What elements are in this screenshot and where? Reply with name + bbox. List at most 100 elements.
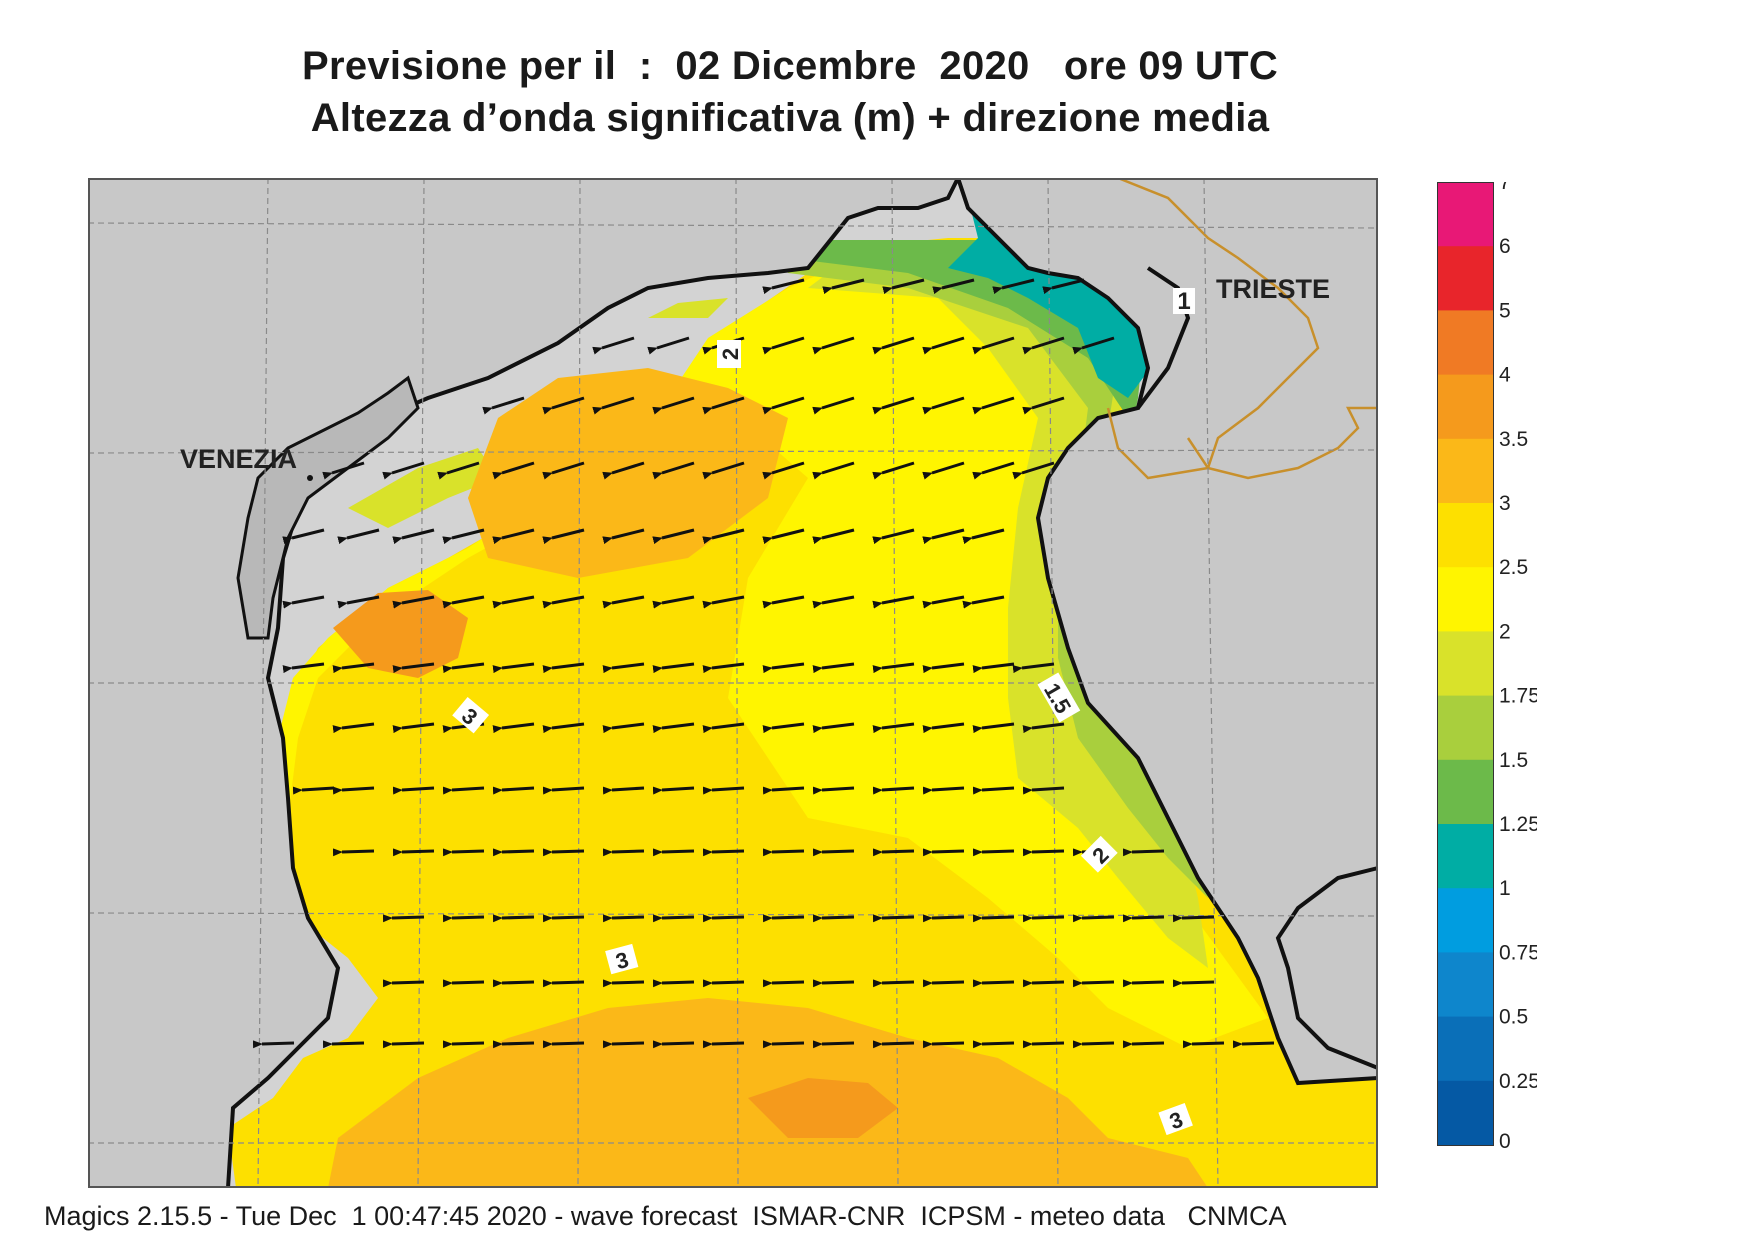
- direction-arrow: [992, 278, 1035, 295]
- contour-label-2-east: 2: [1080, 835, 1118, 873]
- direction-arrow: [602, 528, 645, 545]
- band-3.5-4-south: [748, 1078, 898, 1138]
- colorbar-swatch: [1437, 952, 1493, 1018]
- direction-arrow: [652, 979, 695, 988]
- direction-arrow: [602, 848, 645, 857]
- direction-arrow: [1022, 1040, 1065, 1049]
- direction-arrow: [542, 848, 585, 857]
- direction-arrow: [1072, 336, 1115, 355]
- direction-arrow: [1022, 786, 1065, 795]
- direction-arrow: [872, 914, 915, 923]
- colorbar-swatch: [1437, 824, 1493, 889]
- direction-arrow: [1122, 914, 1165, 923]
- direction-arrow: [492, 1040, 535, 1049]
- direction-arrow: [1182, 1040, 1225, 1049]
- direction-arrow: [1172, 979, 1215, 988]
- direction-arrow: [1122, 848, 1165, 857]
- direction-arrow: [762, 528, 805, 545]
- direction-arrow: [922, 662, 965, 674]
- direction-arrow: [652, 786, 695, 795]
- direction-arrow: [592, 396, 635, 415]
- direction-arrow: [962, 595, 1005, 609]
- direction-arrow: [382, 979, 425, 988]
- direction-arrow: [922, 595, 965, 609]
- direction-arrow: [702, 914, 745, 923]
- direction-arrow: [702, 528, 745, 545]
- colorbar-swatch: [1437, 1016, 1493, 1082]
- direction-arrow: [1072, 979, 1115, 988]
- direction-arrow: [542, 396, 585, 415]
- direction-arrow: [542, 979, 585, 988]
- direction-arrow: [702, 848, 745, 857]
- colorbar-tick-label: 2: [1499, 620, 1511, 643]
- direction-arrow: [382, 461, 425, 480]
- direction-arrow: [382, 914, 425, 923]
- direction-arrow: [812, 396, 855, 415]
- direction-arrow: [702, 396, 745, 415]
- direction-arrow: [542, 1040, 585, 1049]
- colorbar-swatch: [1437, 182, 1493, 247]
- direction-arrow: [332, 848, 375, 857]
- footer-credits: Magics 2.15.5 - Tue Dec 1 00:47:45 2020 …: [44, 1201, 1287, 1231]
- direction-arrow: [922, 786, 965, 795]
- direction-arrow: [812, 786, 855, 795]
- direction-arrow: [542, 461, 585, 480]
- direction-arrow: [762, 1040, 805, 1049]
- direction-arrow: [652, 595, 695, 609]
- direction-arrow: [592, 336, 635, 355]
- direction-arrow: [972, 786, 1015, 795]
- direction-arrow: [482, 396, 525, 415]
- colorbar-tick-label: 3: [1499, 492, 1511, 515]
- city-label-trieste: TRIESTE: [1216, 274, 1330, 304]
- map-frame: [88, 178, 1378, 1188]
- direction-arrow: [332, 786, 375, 795]
- direction-arrow: [332, 722, 375, 734]
- direction-arrow: [972, 662, 1015, 674]
- band-1.75-2-north: [648, 298, 728, 318]
- direction-arrow: [1172, 914, 1215, 923]
- direction-arrow: [652, 662, 695, 674]
- contour-label-3-south: 3: [1158, 1102, 1193, 1136]
- direction-arrow: [1072, 914, 1115, 923]
- direction-arrow: [1042, 278, 1085, 295]
- colorbar-tick-label: 1.5: [1499, 749, 1528, 772]
- forecast-date-title: Previsione per il : 02 Dicembre 2020 ore…: [301, 44, 1279, 88]
- direction-arrow: [702, 595, 745, 609]
- direction-arrow: [652, 848, 695, 857]
- direction-arrow: [442, 528, 485, 545]
- direction-arrow: [652, 528, 695, 545]
- direction-arrow: [972, 461, 1015, 480]
- direction-arrow: [872, 396, 915, 415]
- direction-arrow: [1022, 396, 1065, 415]
- direction-arrow: [337, 595, 380, 609]
- direction-arrow: [922, 979, 965, 988]
- direction-arrow: [647, 336, 690, 355]
- contour-label-1: 1: [1173, 288, 1195, 315]
- coastline-northeast: [955, 178, 1378, 1086]
- direction-arrow: [762, 336, 805, 355]
- wave-direction-arrows: [252, 278, 1275, 1049]
- direction-arrow: [602, 1040, 645, 1049]
- direction-arrow: [542, 528, 585, 545]
- colorbar-tick-label: 5: [1499, 299, 1511, 322]
- colorbar-tick-label: 6: [1499, 235, 1511, 258]
- istria-peninsula: [1275, 865, 1378, 1071]
- direction-arrow: [442, 595, 485, 609]
- direction-arrow: [762, 979, 805, 988]
- direction-arrow: [702, 1040, 745, 1049]
- direction-arrow: [962, 528, 1005, 545]
- direction-arrow: [922, 396, 965, 415]
- direction-arrow: [1012, 461, 1055, 480]
- direction-arrow: [1022, 914, 1065, 923]
- direction-arrow: [602, 662, 645, 674]
- direction-arrow: [442, 979, 485, 988]
- colorbar-swatch: [1437, 631, 1493, 697]
- direction-arrow: [392, 722, 435, 734]
- direction-arrow: [872, 461, 915, 480]
- colorbar-tick-label: 1.25: [1499, 813, 1537, 836]
- colorbar-tick-label: 0.75: [1499, 941, 1537, 964]
- direction-arrow: [492, 595, 535, 609]
- direction-arrow: [812, 1040, 855, 1049]
- direction-arrow: [322, 461, 365, 480]
- direction-arrow: [822, 278, 865, 295]
